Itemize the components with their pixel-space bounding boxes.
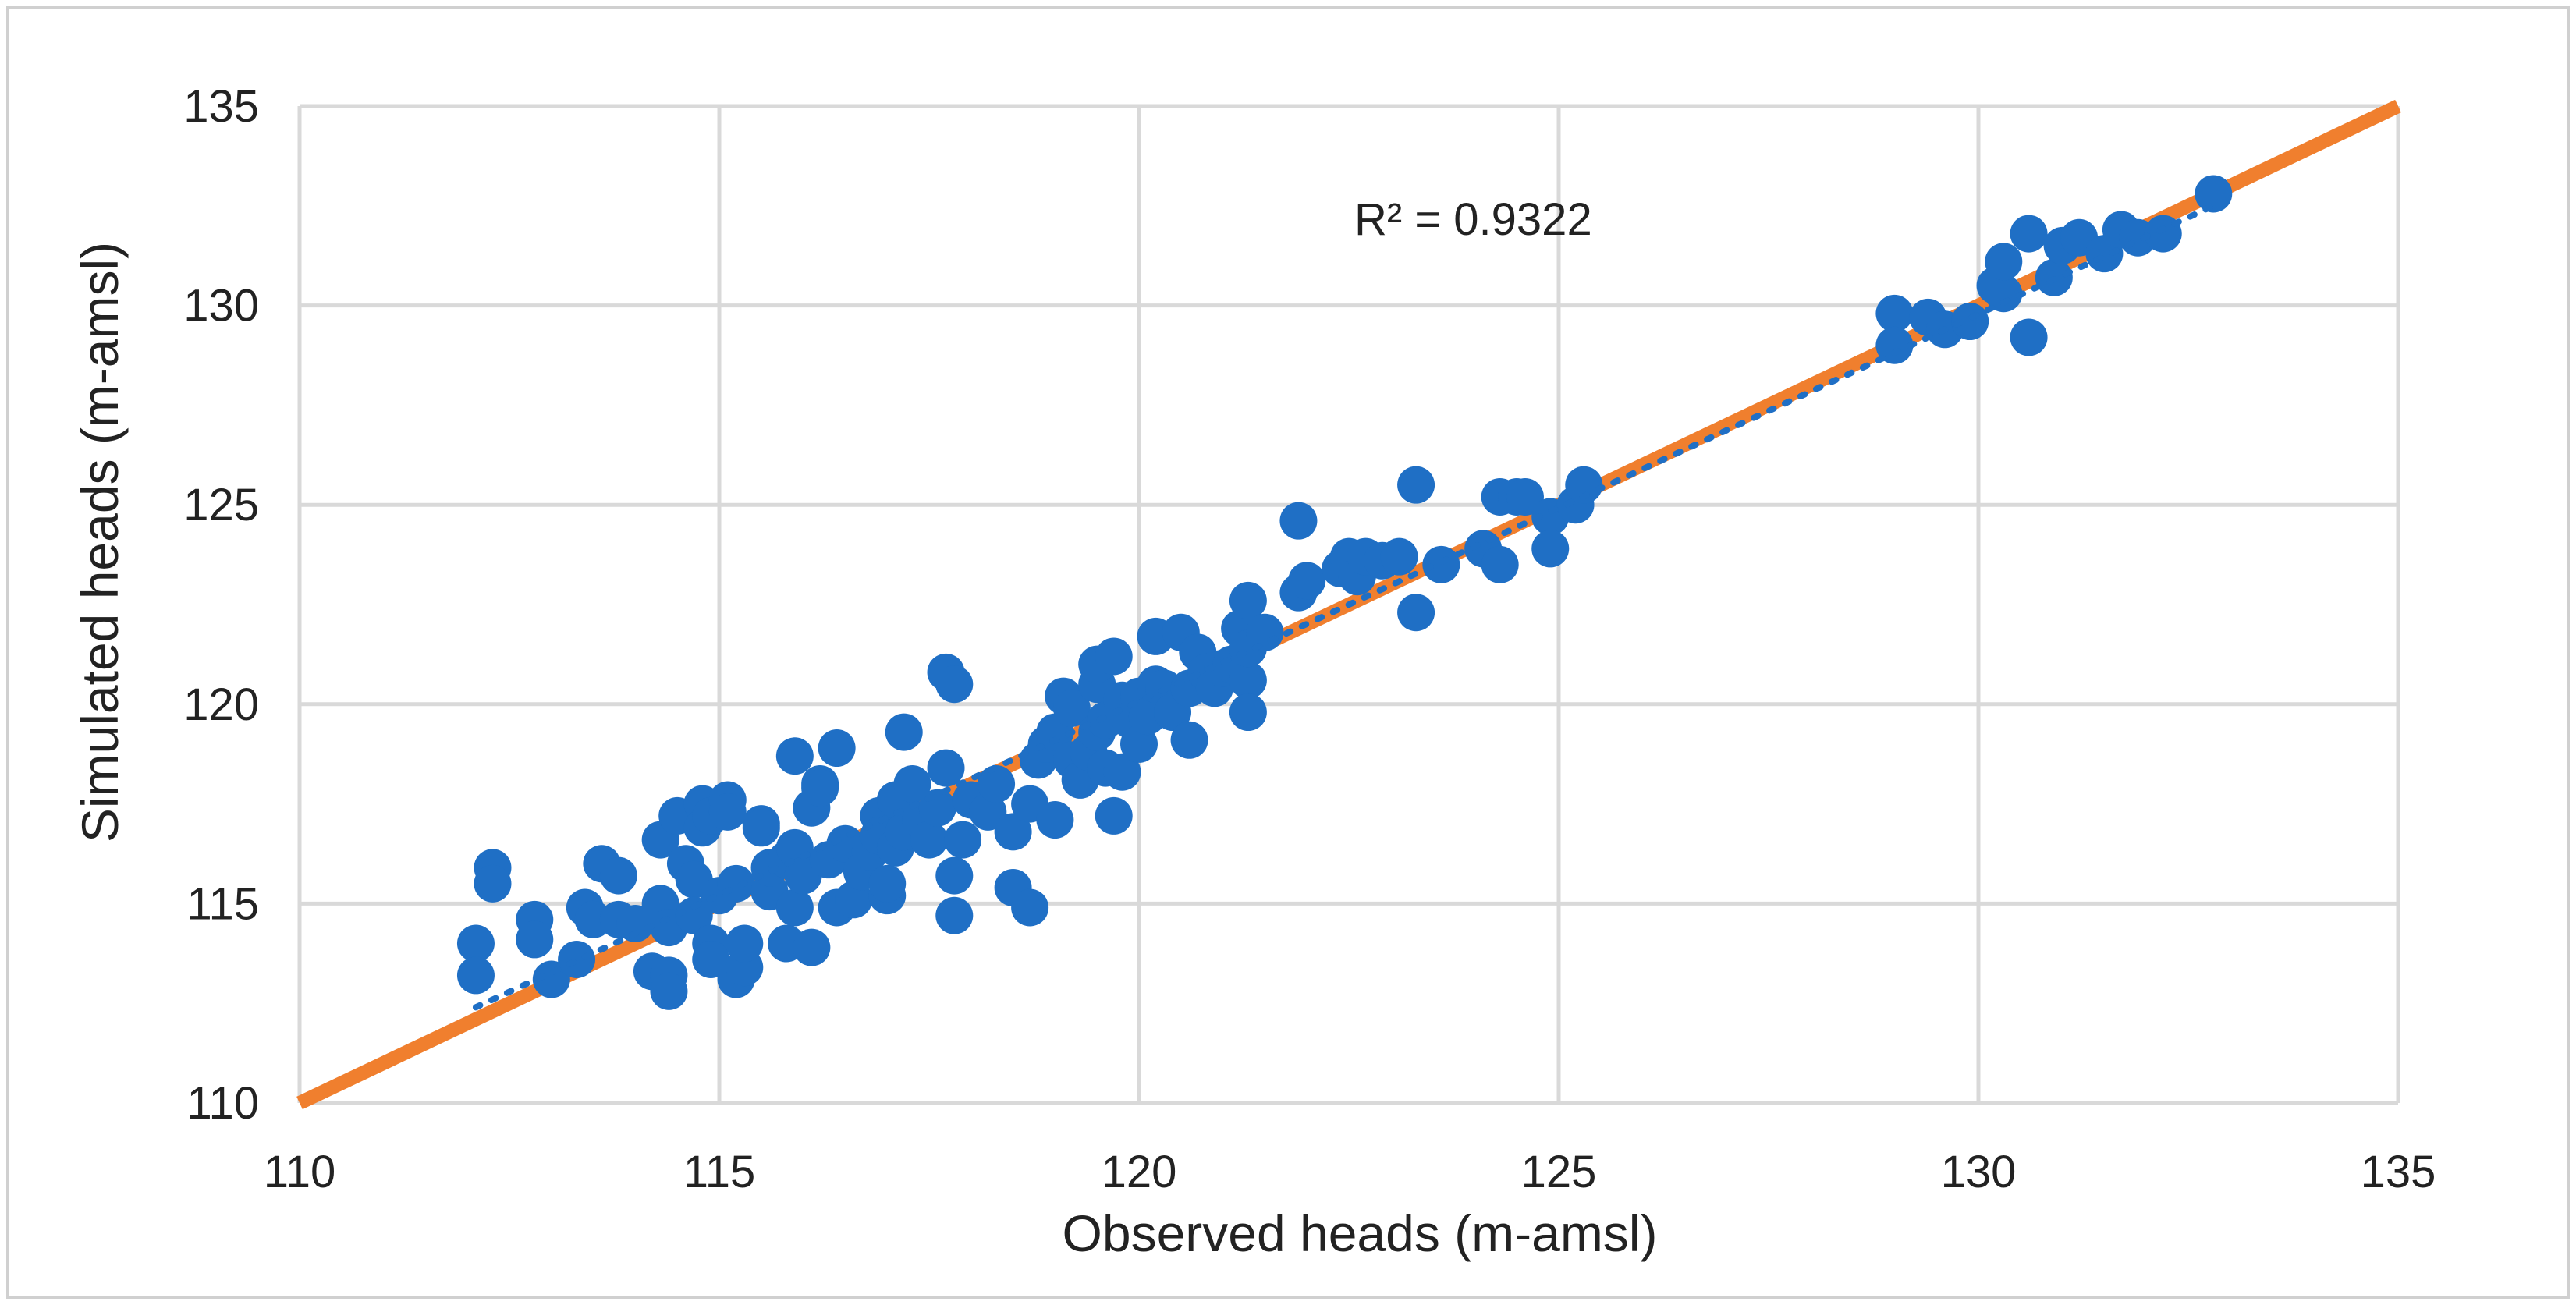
data-point [1875, 326, 1914, 364]
data-point [2010, 318, 2048, 356]
data-point [558, 940, 596, 978]
y-tick-label: 135 [183, 81, 259, 132]
x-tick-label: 130 [1941, 1147, 2017, 1197]
data-point [1288, 562, 1326, 600]
data-point [918, 789, 956, 827]
y-tick-label: 110 [187, 1078, 259, 1129]
data-point [456, 956, 495, 995]
data-point [1229, 581, 1267, 619]
trendline [472, 202, 2217, 1011]
data-point [717, 864, 755, 903]
data-point [910, 821, 948, 859]
data-point [978, 765, 1016, 803]
data-points [456, 175, 2233, 1011]
chart-frame: 110 115 120 125 130 135 110 115 120 125 130 135 Obs… [6, 6, 2570, 1299]
data-point [944, 821, 982, 859]
data-point [1095, 796, 1133, 835]
data-point [885, 713, 923, 751]
data-point [675, 896, 713, 934]
data-point [1103, 753, 1141, 791]
x-axis-title: Observed heads (m-amsl) [1063, 1204, 1658, 1262]
data-point [1565, 466, 1603, 504]
data-point [801, 769, 839, 807]
data-point [2010, 215, 2048, 253]
scatter-chart: 110 115 120 125 130 135 110 115 120 125 130 135 Obs… [71, 81, 2436, 1262]
data-point [1380, 537, 1418, 576]
data-point [1246, 613, 1284, 651]
data-point [1095, 637, 1133, 676]
data-point [1875, 294, 1914, 332]
data-point [474, 864, 512, 903]
data-point [893, 765, 931, 803]
data-point [1481, 545, 1519, 583]
data-point [927, 749, 965, 787]
x-tick-label: 115 [683, 1147, 755, 1197]
data-point [2195, 175, 2233, 213]
data-point [1229, 693, 1267, 732]
data-point [775, 737, 814, 775]
r-squared-annotation: R² = 0.9322 [1354, 194, 1592, 245]
data-point [868, 864, 907, 903]
y-tick-label: 120 [183, 679, 259, 730]
y-tick-label: 125 [183, 480, 259, 530]
data-point [1170, 721, 1208, 759]
data-point [994, 813, 1032, 851]
data-point [650, 972, 688, 1010]
data-point [1985, 275, 2023, 313]
data-point [1229, 661, 1267, 700]
tick-labels: 110 115 120 125 130 135 110 115 120 125 130 135 [183, 81, 2436, 1197]
data-point [935, 665, 974, 704]
data-point [516, 920, 554, 959]
data-point [692, 940, 730, 978]
data-point [1052, 689, 1091, 727]
data-point [456, 924, 495, 963]
data-point [1397, 594, 1435, 632]
data-point [1506, 477, 1544, 516]
x-tick-label: 135 [2361, 1147, 2436, 1197]
x-tick-label: 120 [1102, 1147, 1177, 1197]
data-point [1985, 243, 2023, 281]
data-point [708, 793, 747, 831]
data-point [818, 729, 856, 768]
data-point [935, 896, 974, 934]
grid-lines [297, 104, 2400, 1105]
data-point [1011, 888, 1049, 927]
y-tick-label: 115 [187, 878, 259, 929]
data-point [775, 888, 814, 927]
x-tick-label: 110 [264, 1147, 335, 1197]
data-point [616, 904, 655, 942]
data-point [1531, 530, 1570, 568]
data-point [1951, 303, 1989, 341]
data-point [1279, 502, 1318, 540]
data-point [793, 928, 831, 966]
data-point [1422, 545, 1460, 583]
data-point [1397, 466, 1435, 504]
y-axis-title: Simulated heads (m-amsl) [71, 242, 129, 842]
x-tick-label: 125 [1521, 1147, 1597, 1197]
y-tick-label: 130 [183, 281, 259, 332]
data-point [599, 856, 637, 895]
data-point [1036, 801, 1074, 839]
data-point [935, 856, 974, 895]
data-point [742, 809, 780, 847]
data-point [726, 924, 764, 963]
